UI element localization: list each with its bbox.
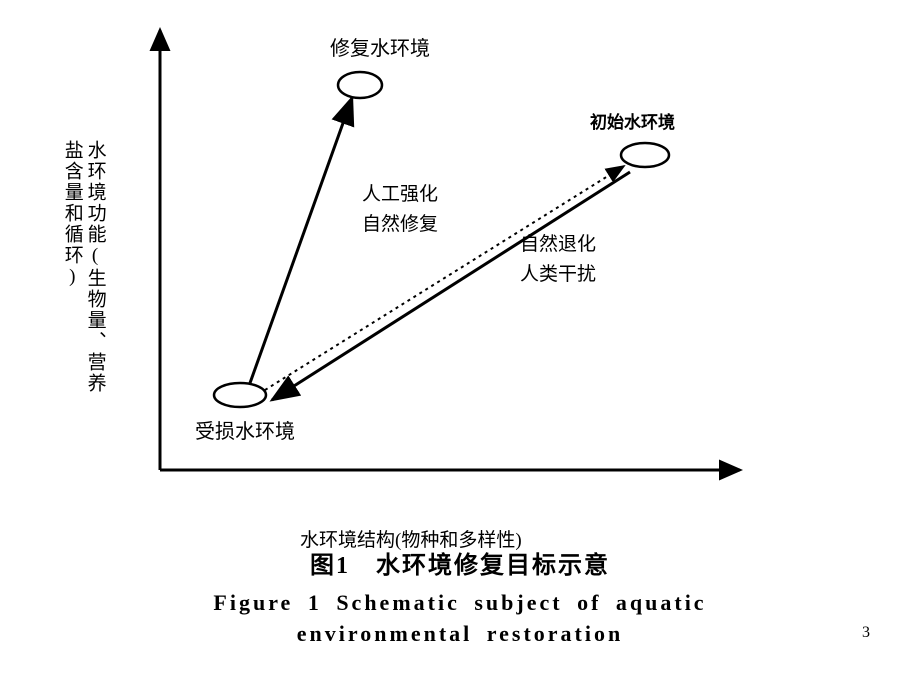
edge-label-line2: 人类干扰 [520,264,596,285]
caption-chinese: 图1 水环境修复目标示意 [0,545,920,580]
node-initial [621,143,669,167]
edge-damaged-restored [250,98,352,383]
caption-en-line2: environmental restoration [297,621,623,646]
page-number: 3 [862,624,870,642]
edge-label-damaged-restored: 人工强化自然修复 [362,180,438,241]
node-label-restored: 修复水环境 [330,32,430,61]
y-axis-label-line2: 盐含量和循环) [62,140,83,289]
edge-label-line1: 人工强化 [362,184,438,205]
diagram-container: 水环境功能(生物量、营养 盐含量和循环) 水环境结构(物种和多样性) 修复水环境… [100,20,800,510]
edge-label-line1: 自然退化 [520,234,596,255]
caption-area: 图1 水环境修复目标示意 Figure 1 Schematic subject … [0,545,920,650]
node-restored [338,72,382,98]
node-damaged [214,383,266,407]
node-label-damaged: 受损水环境 [195,415,295,444]
caption-english: Figure 1 Schematic subject of aquatic en… [0,588,920,650]
edge-label-line2: 自然修复 [362,214,438,235]
edge-label-initial-damaged: 自然退化人类干扰 [520,230,596,291]
caption-en-line1: Figure 1 Schematic subject of aquatic [213,590,706,615]
y-axis-label-line1: 水环境功能(生物量、营养 [85,140,106,394]
node-label-initial: 初始水环境 [590,108,675,133]
y-axis-label: 水环境功能(生物量、营养 盐含量和循环) [60,140,106,394]
